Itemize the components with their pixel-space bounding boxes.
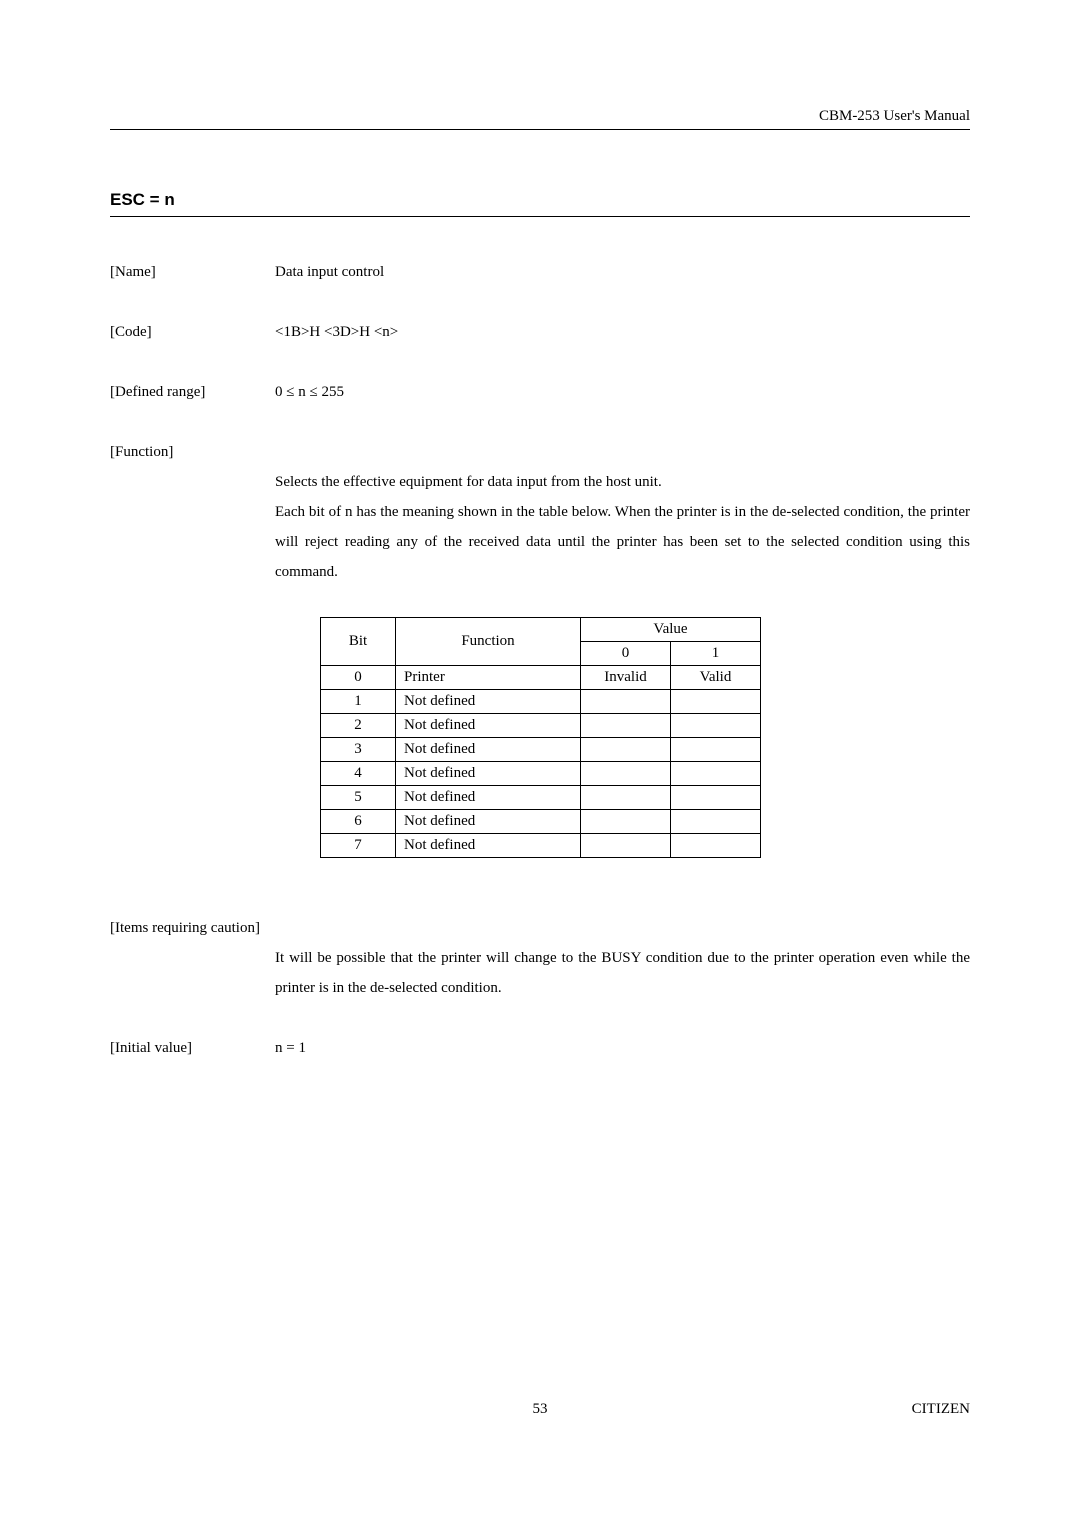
row-initial: [Initial value] n = 1 [110,1033,970,1063]
cell-fn: Not defined [396,762,581,786]
table-row: 4 Not defined [321,762,761,786]
cell-v0 [581,834,671,858]
row-function-body: Selects the effective equipment for data… [110,467,970,587]
label-code: [Code] [110,317,275,347]
cell-fn: Not defined [396,810,581,834]
row-caution-label: [Items requiring caution] [110,913,970,943]
cell-fn: Printer [396,666,581,690]
label-defined-range: [Defined range] [110,377,275,407]
cell-fn: Not defined [396,786,581,810]
cell-bit: 6 [321,810,396,834]
row-name: [Name] Data input control [110,257,970,287]
cell-fn: Not defined [396,834,581,858]
cell-v1 [671,762,761,786]
cell-bit: 4 [321,762,396,786]
cell-fn: Not defined [396,714,581,738]
value-name: Data input control [275,257,970,287]
table-row: 7 Not defined [321,834,761,858]
cell-v0: Invalid [581,666,671,690]
bit-table-body: 0 Printer Invalid Valid 1 Not defined 2 … [321,666,761,858]
cell-bit: 0 [321,666,396,690]
bit-table: Bit Function Value 0 1 0 Printer Invalid… [320,617,761,858]
cell-v1 [671,714,761,738]
cell-bit: 7 [321,834,396,858]
cell-fn: Not defined [396,690,581,714]
label-initial: [Initial value] [110,1033,275,1063]
cell-bit: 1 [321,690,396,714]
table-row: 6 Not defined [321,810,761,834]
value-code: <1B>H <3D>H <n> [275,317,970,347]
table-row: 3 Not defined [321,738,761,762]
command-title: ESC = n [110,190,970,217]
row-defined-range: [Defined range] 0 ≤ n ≤ 255 [110,377,970,407]
th-v1: 1 [671,642,761,666]
value-defined-range: 0 ≤ n ≤ 255 [275,377,970,407]
function-p2: Each bit of n has the meaning shown in t… [275,497,970,587]
cell-v0 [581,714,671,738]
cell-v1 [671,786,761,810]
function-p1: Selects the effective equipment for data… [275,467,970,497]
th-v0: 0 [581,642,671,666]
label-name: [Name] [110,257,275,287]
cell-v0 [581,810,671,834]
table-row: 2 Not defined [321,714,761,738]
cell-v0 [581,738,671,762]
row-function-label: [Function] [110,437,970,467]
cell-v0 [581,690,671,714]
cell-v0 [581,762,671,786]
label-caution: [Items requiring caution] [110,913,260,943]
cell-bit: 2 [321,714,396,738]
table-row: 0 Printer Invalid Valid [321,666,761,690]
cell-fn: Not defined [396,738,581,762]
label-function: [Function] [110,437,275,467]
cell-v1 [671,810,761,834]
page-header: CBM-253 User's Manual [110,108,970,130]
value-function-body: Selects the effective equipment for data… [275,467,970,587]
table-row: 5 Not defined [321,786,761,810]
th-value: Value [581,618,761,642]
cell-bit: 5 [321,786,396,810]
table-row: 1 Not defined [321,690,761,714]
row-code: [Code] <1B>H <3D>H <n> [110,317,970,347]
table-header-row-1: Bit Function Value [321,618,761,642]
cell-v1 [671,690,761,714]
cell-v1: Valid [671,666,761,690]
cell-v0 [581,786,671,810]
cell-v1 [671,738,761,762]
cell-v1 [671,834,761,858]
footer-page: 53 [110,1401,970,1418]
th-bit: Bit [321,618,396,666]
page-footer: 53 CITIZEN [110,1401,970,1418]
value-caution: It will be possible that the printer wil… [275,943,970,1003]
cell-bit: 3 [321,738,396,762]
row-caution-body: It will be possible that the printer wil… [110,943,970,1003]
value-initial: n = 1 [275,1033,970,1063]
th-function: Function [396,618,581,666]
